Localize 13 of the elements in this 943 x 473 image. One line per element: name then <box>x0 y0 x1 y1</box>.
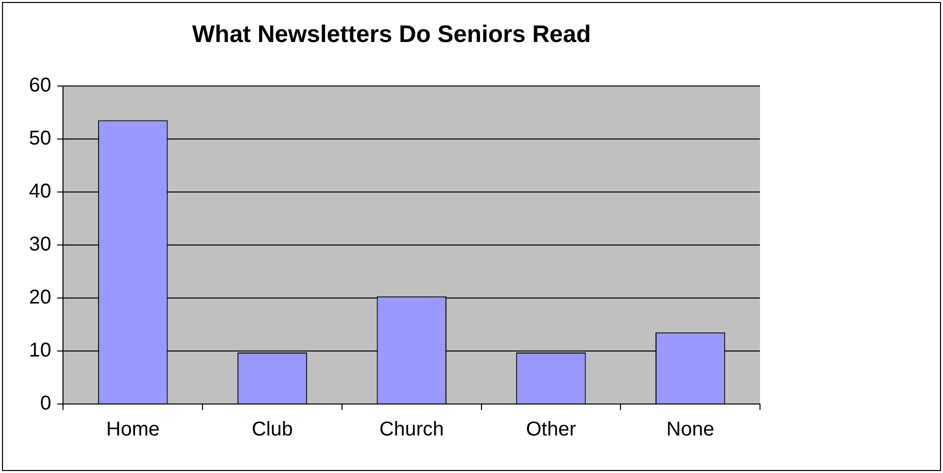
x-tick-label: Home <box>106 418 160 441</box>
x-tick-label: Club <box>252 418 293 441</box>
x-tick-label: Other <box>526 418 576 441</box>
y-tick-label: 20 <box>28 286 52 308</box>
y-tick-label: 30 <box>28 233 52 256</box>
y-tick-label: 10 <box>28 339 52 362</box>
y-tick-label: 60 <box>28 74 52 96</box>
y-tick-label: 40 <box>28 180 52 202</box>
y-tick-label: 0 <box>40 392 52 415</box>
y-tick-label: 50 <box>28 127 52 150</box>
chart-title: What Newsletters Do Seniors Read <box>192 21 591 48</box>
x-tick-label: None <box>666 418 714 441</box>
x-tick-label: Church <box>379 418 444 441</box>
